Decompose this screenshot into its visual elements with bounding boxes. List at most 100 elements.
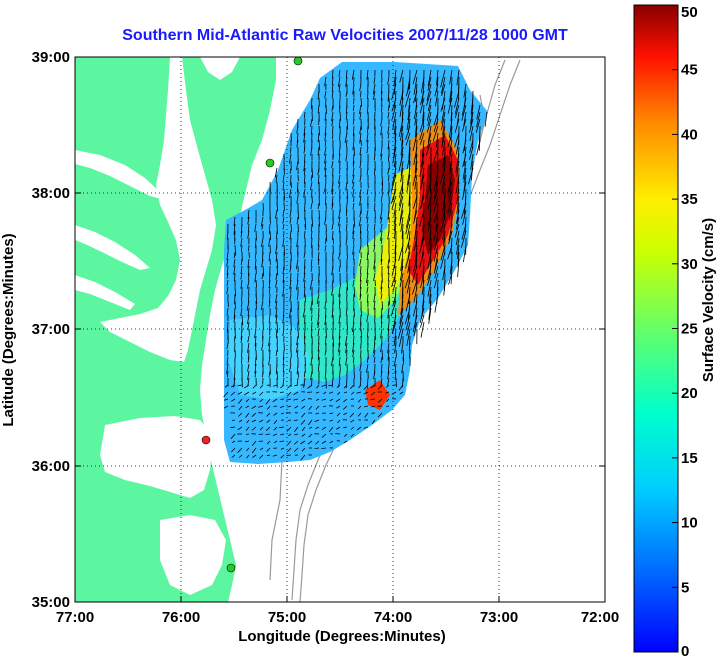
velocity-vector <box>301 405 306 410</box>
velocity-vector <box>433 195 439 213</box>
velocity-vector <box>360 97 362 107</box>
velocity-vector <box>398 314 404 330</box>
velocity-vector <box>461 230 467 248</box>
velocity-vector <box>420 230 425 247</box>
velocity-vector <box>331 377 334 388</box>
velocity-vector <box>259 398 264 403</box>
velocity-vector <box>405 125 411 140</box>
velocity-vector <box>258 440 264 442</box>
x-axis: 77:00 76:00 75:00 74:00 73:00 72:00 Long… <box>56 596 619 645</box>
velocity-vector <box>399 97 404 117</box>
velocity-vector <box>380 363 383 374</box>
velocity-vector <box>448 202 453 220</box>
velocity-vector <box>332 132 334 140</box>
velocity-vector <box>463 111 467 127</box>
velocity-vector <box>240 258 243 266</box>
velocity-vector <box>259 384 264 389</box>
velocity-vector <box>226 230 229 240</box>
radar-site-marker <box>293 57 303 66</box>
velocity-vector <box>329 440 334 444</box>
velocity-vector <box>367 104 369 114</box>
velocity-vector <box>310 97 313 109</box>
velocity-vector <box>400 125 404 141</box>
velocity-vector <box>346 118 349 130</box>
velocity-vector <box>462 181 467 200</box>
velocity-vector <box>442 153 446 168</box>
velocity-vector <box>310 300 313 311</box>
velocity-vector <box>433 209 439 223</box>
velocity-vector <box>268 237 271 247</box>
velocity-vector <box>296 377 299 385</box>
velocity-vector <box>332 237 334 245</box>
x-tick-label: 73:00 <box>480 609 518 626</box>
velocity-vector <box>247 370 250 381</box>
velocity-vector <box>359 188 362 198</box>
velocity-vector <box>427 111 432 126</box>
velocity-vector <box>380 356 383 364</box>
velocity-vector <box>318 237 320 247</box>
velocity-vector <box>408 97 411 113</box>
velocity-vector <box>441 104 446 124</box>
velocity-vector <box>231 419 236 421</box>
velocity-vector <box>328 391 334 394</box>
velocity-vector <box>258 419 264 423</box>
velocity-vector <box>274 167 278 178</box>
velocity-vector <box>380 195 383 203</box>
velocity-vector <box>255 230 257 241</box>
velocity-vector <box>226 272 229 279</box>
velocity-vector <box>287 391 292 397</box>
velocity-vector <box>247 307 250 317</box>
velocity-vector <box>317 258 320 266</box>
velocity-vector <box>387 300 390 307</box>
velocity-vector <box>241 300 243 308</box>
velocity-vector <box>268 342 271 352</box>
velocity-vector <box>268 314 271 323</box>
velocity-vector <box>392 111 397 131</box>
velocity-vector <box>449 160 453 176</box>
velocity-vector <box>399 265 404 281</box>
velocity-vector <box>419 132 425 145</box>
velocity-vector <box>310 230 313 239</box>
velocity-vector <box>335 426 341 430</box>
velocity-vector <box>338 181 341 189</box>
velocity-vector <box>390 174 397 192</box>
velocity-vector <box>288 433 292 437</box>
velocity-vector <box>311 237 313 248</box>
velocity-vector <box>344 433 348 437</box>
velocity-vector <box>462 118 467 132</box>
velocity-vector <box>380 125 383 136</box>
y-tick-label: 35:00 <box>32 594 70 611</box>
velocity-vector <box>261 342 264 351</box>
velocity-vector <box>317 202 320 210</box>
velocity-vector <box>255 300 257 310</box>
velocity-vector <box>373 76 376 84</box>
velocity-vector <box>366 146 369 154</box>
velocity-vector <box>387 370 390 380</box>
velocity-vector <box>338 300 341 309</box>
velocity-vector <box>448 223 453 241</box>
velocity-vector <box>366 286 369 294</box>
velocity-vector <box>441 181 446 195</box>
velocity-vector <box>325 104 327 114</box>
velocity-vector <box>321 398 327 401</box>
velocity-vector <box>296 195 299 204</box>
velocity-vector <box>367 223 369 232</box>
velocity-vector <box>345 307 348 316</box>
velocity-vector <box>434 83 439 97</box>
velocity-vector <box>447 195 453 214</box>
velocity-vector <box>385 391 390 394</box>
colorbar-gradient <box>633 4 679 653</box>
velocity-vector <box>303 370 306 378</box>
velocity-vector <box>414 223 418 240</box>
velocity-vector <box>336 405 341 409</box>
velocity-vector <box>380 321 383 329</box>
velocity-vector <box>366 167 369 175</box>
velocity-vector <box>275 174 278 183</box>
velocity-vector <box>476 139 481 156</box>
velocity-vector <box>406 209 411 228</box>
velocity-vector <box>427 216 432 232</box>
velocity-vector <box>367 328 369 338</box>
velocity-vector <box>318 363 320 372</box>
velocity-vector <box>449 83 453 103</box>
velocity-vector <box>405 251 411 269</box>
